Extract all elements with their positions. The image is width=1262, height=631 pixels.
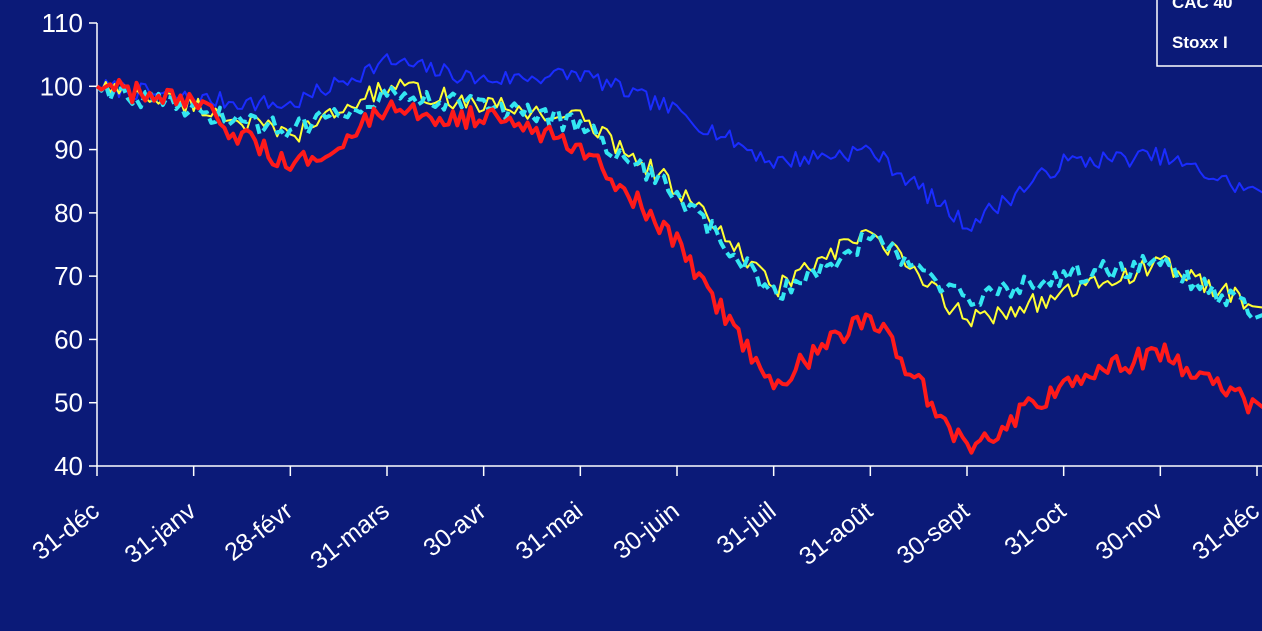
y-tick-label: 60: [54, 324, 83, 354]
x-tick-label: 31-oct: [999, 497, 1071, 562]
y-tick-label: 70: [54, 261, 83, 291]
legend: CAC 40 Stoxx I: [1156, 0, 1262, 67]
x-tick-label: 30-sept: [892, 497, 975, 570]
series-line-1: [96, 53, 1262, 232]
series-line-4: [95, 77, 1262, 455]
x-tick-label: 31-janv: [120, 496, 202, 569]
y-tick-label: 90: [54, 135, 83, 165]
x-tick-label: 31-mai: [511, 497, 588, 566]
series-line-3: [95, 83, 1262, 321]
legend-entry-1: CAC 40: [1172, 0, 1232, 12]
series-layer: [95, 53, 1262, 455]
x-tick-label: 30-nov: [1091, 496, 1169, 565]
x-tick-label: 31-déc: [1187, 497, 1262, 566]
legend-entry-2: Stoxx I: [1172, 33, 1228, 52]
y-tick-label: 100: [40, 71, 83, 101]
x-tick-label: 30-avr: [418, 497, 491, 563]
x-tick-label: 28-févr: [219, 497, 298, 567]
y-tick-label: 80: [54, 198, 83, 228]
x-tick-label: 31-mars: [305, 497, 394, 576]
y-tick-label: 50: [54, 388, 83, 418]
y-tick-label: 40: [54, 451, 83, 481]
x-tick-label: 31-déc: [27, 497, 104, 566]
x-tick-label: 30-juin: [608, 497, 684, 565]
y-tick-label: 110: [42, 8, 83, 38]
x-tick-label: 31-juil: [712, 497, 782, 560]
x-tick-label: 31-août: [794, 497, 878, 571]
legend-box: [1156, 0, 1262, 67]
axes-layer: [89, 22, 1262, 476]
